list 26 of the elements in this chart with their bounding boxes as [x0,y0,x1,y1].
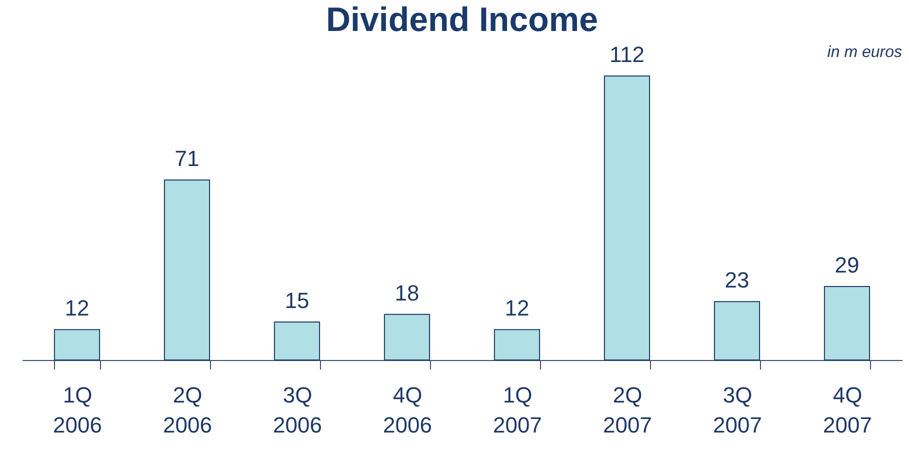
bar [714,301,760,360]
x-tick-label: 2Q 2006 [163,382,212,438]
bar [384,314,430,360]
x-tick-label: 4Q 2006 [383,382,432,438]
data-label: 112 [609,42,645,67]
x-tick-label: 4Q 2007 [823,382,872,438]
bar [274,321,320,360]
x-tick-label: 2Q 2007 [603,382,652,438]
bar [604,76,650,360]
x-tick-label: 3Q 2007 [713,382,762,438]
bar [164,179,210,360]
data-label: 29 [834,252,860,278]
chart-title: Dividend Income [326,1,598,39]
bar [494,329,540,360]
x-tick-label: 1Q 2007 [493,382,542,438]
data-label: 15 [284,288,310,313]
data-label: 71 [174,146,200,171]
x-tick-label: 3Q 2006 [273,382,322,438]
text: in m euros [827,44,902,61]
x-tick-label: 1Q 2006 [53,382,102,438]
data-label: 23 [724,268,750,293]
data-label: 18 [394,280,420,306]
data-label: 12 [64,296,90,321]
bar [54,329,100,360]
bar [824,286,870,360]
data-label: 12 [504,296,530,321]
